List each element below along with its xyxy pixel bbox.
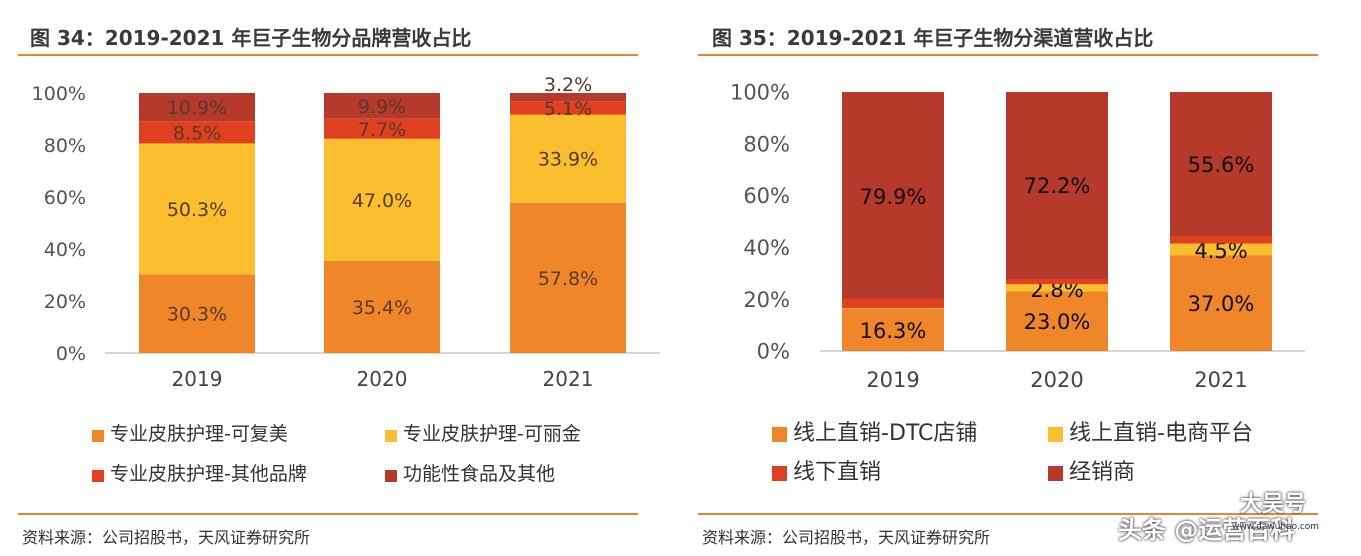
left-data-label: 33.9% [538,149,598,171]
right-source-rule [698,513,1318,515]
right-y-tick-label: 80% [743,132,790,156]
right-data-label: 55.6% [1188,153,1255,177]
left-data-label: 30.3% [167,304,227,326]
left-data-label: 50.3% [167,199,227,221]
left-bar-segment [324,138,440,261]
right-data-label: 79.9% [860,185,927,209]
left-data-label: 5.1% [544,98,592,120]
right-legend-swatch [772,427,787,442]
right-panel: 图 35：2019-2021 年巨子生物分渠道营收占比 0% 20% 40% 60% 8… [680,0,1361,556]
left-legend-label: 专业皮肤护理-可丽金 [403,423,581,445]
right-y-tick-label: 20% [743,288,790,312]
right-legend-swatch [1048,427,1063,442]
right-stacked-bar-chart: 0%20%40%60%80%100%16.3%0.2%3.6%79.9%2019… [730,81,1305,485]
right-legend-label: 线下直销 [793,460,881,485]
left-panel: 图 34：2019-2021 年巨子生物分品牌营收占比 0% 20% 40% 60% 8… [0,0,680,556]
left-source-note: 资料来源：公司招股书，天风证券研究所 [22,528,311,547]
left-legend-swatch [92,430,104,442]
watermark-main: 头条 @运营百科 [1118,516,1295,544]
left-y-tick-label: 0% [56,343,86,365]
left-stacked-bar-chart: 0% 20% 40% 60% 80% 100% 30.3% 50.3% 8.5% 10.9% 201… [32,74,660,485]
right-bar-segment [842,308,944,351]
left-x-tick-label: 2019 [172,367,223,391]
left-y-tick-label: 40% [44,239,86,261]
left-data-label: 35.4% [352,297,412,319]
left-x-tick-label: 2021 [543,367,594,391]
left-data-label: 9.9% [358,96,406,118]
left-legend-swatch [92,470,104,482]
right-y-tick-label: 0% [757,340,790,364]
left-bar-segment [510,93,626,102]
left-bar-segment [510,202,626,353]
right-bar-segment [842,308,944,309]
left-title-rule [18,54,638,56]
left-bar-segment [324,118,440,139]
right-bar-segment [1006,284,1108,292]
right-bar-segment [1006,291,1108,351]
right-legend-swatch [1048,466,1063,481]
left-bar-segment [324,93,440,119]
right-chart-title: 图 35：2019-2021 年巨子生物分渠道营收占比 [712,26,1154,50]
left-data-label: 47.0% [352,190,412,212]
right-x-tick-label: 2020 [1030,368,1083,392]
left-source-rule [18,513,638,515]
right-bar-segment [842,92,944,299]
left-bar-segment [139,274,255,353]
left-legend-label: 专业皮肤护理-可复美 [110,423,288,445]
right-data-label: 23.0% [1024,310,1091,334]
right-x-tick-label: 2019 [866,368,919,392]
right-legend-label: 经销商 [1069,460,1135,485]
watermark-url: www.dawuhao.com [1232,522,1320,532]
right-bar-segment [1006,278,1108,285]
right-bar-segment [1006,92,1108,279]
left-bar-segment [510,114,626,203]
left-y-tick-label: 20% [44,291,86,313]
right-legend-label: 线上直销-电商平台 [1069,421,1253,446]
left-data-label: 10.9% [167,97,227,119]
left-data-label: 3.2% [544,74,592,96]
right-bar-segment [1170,92,1272,237]
left-data-label: 7.7% [358,119,406,141]
left-y-tick-label: 80% [44,135,86,157]
left-legend-swatch [385,470,397,482]
right-bar-segment [1170,255,1272,351]
watermark-brand: 大吴号 [1240,492,1307,517]
right-data-label: 16.3% [860,319,927,343]
right-data-label: 37.0% [1188,292,1255,316]
left-data-label: 8.5% [173,122,221,144]
right-y-tick-label: 60% [743,184,790,208]
left-legend-swatch [385,430,397,442]
right-legend-label: 线上直销-DTC店铺 [793,421,977,446]
left-bar-segment [139,143,255,275]
right-bar-segment [1170,236,1272,244]
left-chart-title: 图 34：2019-2021 年巨子生物分品牌营收占比 [30,26,472,50]
right-bar-segment [842,298,944,309]
right-title-rule [698,54,1318,56]
right-legend-swatch [772,466,787,481]
left-legend-label: 功能性食品及其他 [403,463,555,485]
left-bar-segment [324,260,440,353]
left-x-tick-label: 2020 [357,367,408,391]
left-bar-segment [139,93,255,122]
left-legend-label: 专业皮肤护理-其他品牌 [110,463,307,485]
left-bar-segment [139,121,255,144]
left-data-label: 57.8% [538,268,598,290]
right-y-tick-label: 40% [743,236,790,260]
left-y-tick-label: 100% [32,83,86,105]
right-y-tick-label: 100% [730,81,790,105]
left-bar-segment [510,101,626,115]
right-data-label: 72.2% [1024,174,1091,198]
left-y-tick-label: 60% [44,187,86,209]
right-x-tick-label: 2021 [1194,368,1247,392]
right-bar-segment [1170,243,1272,256]
right-source-note: 资料来源：公司招股书，天风证券研究所 [702,528,991,547]
